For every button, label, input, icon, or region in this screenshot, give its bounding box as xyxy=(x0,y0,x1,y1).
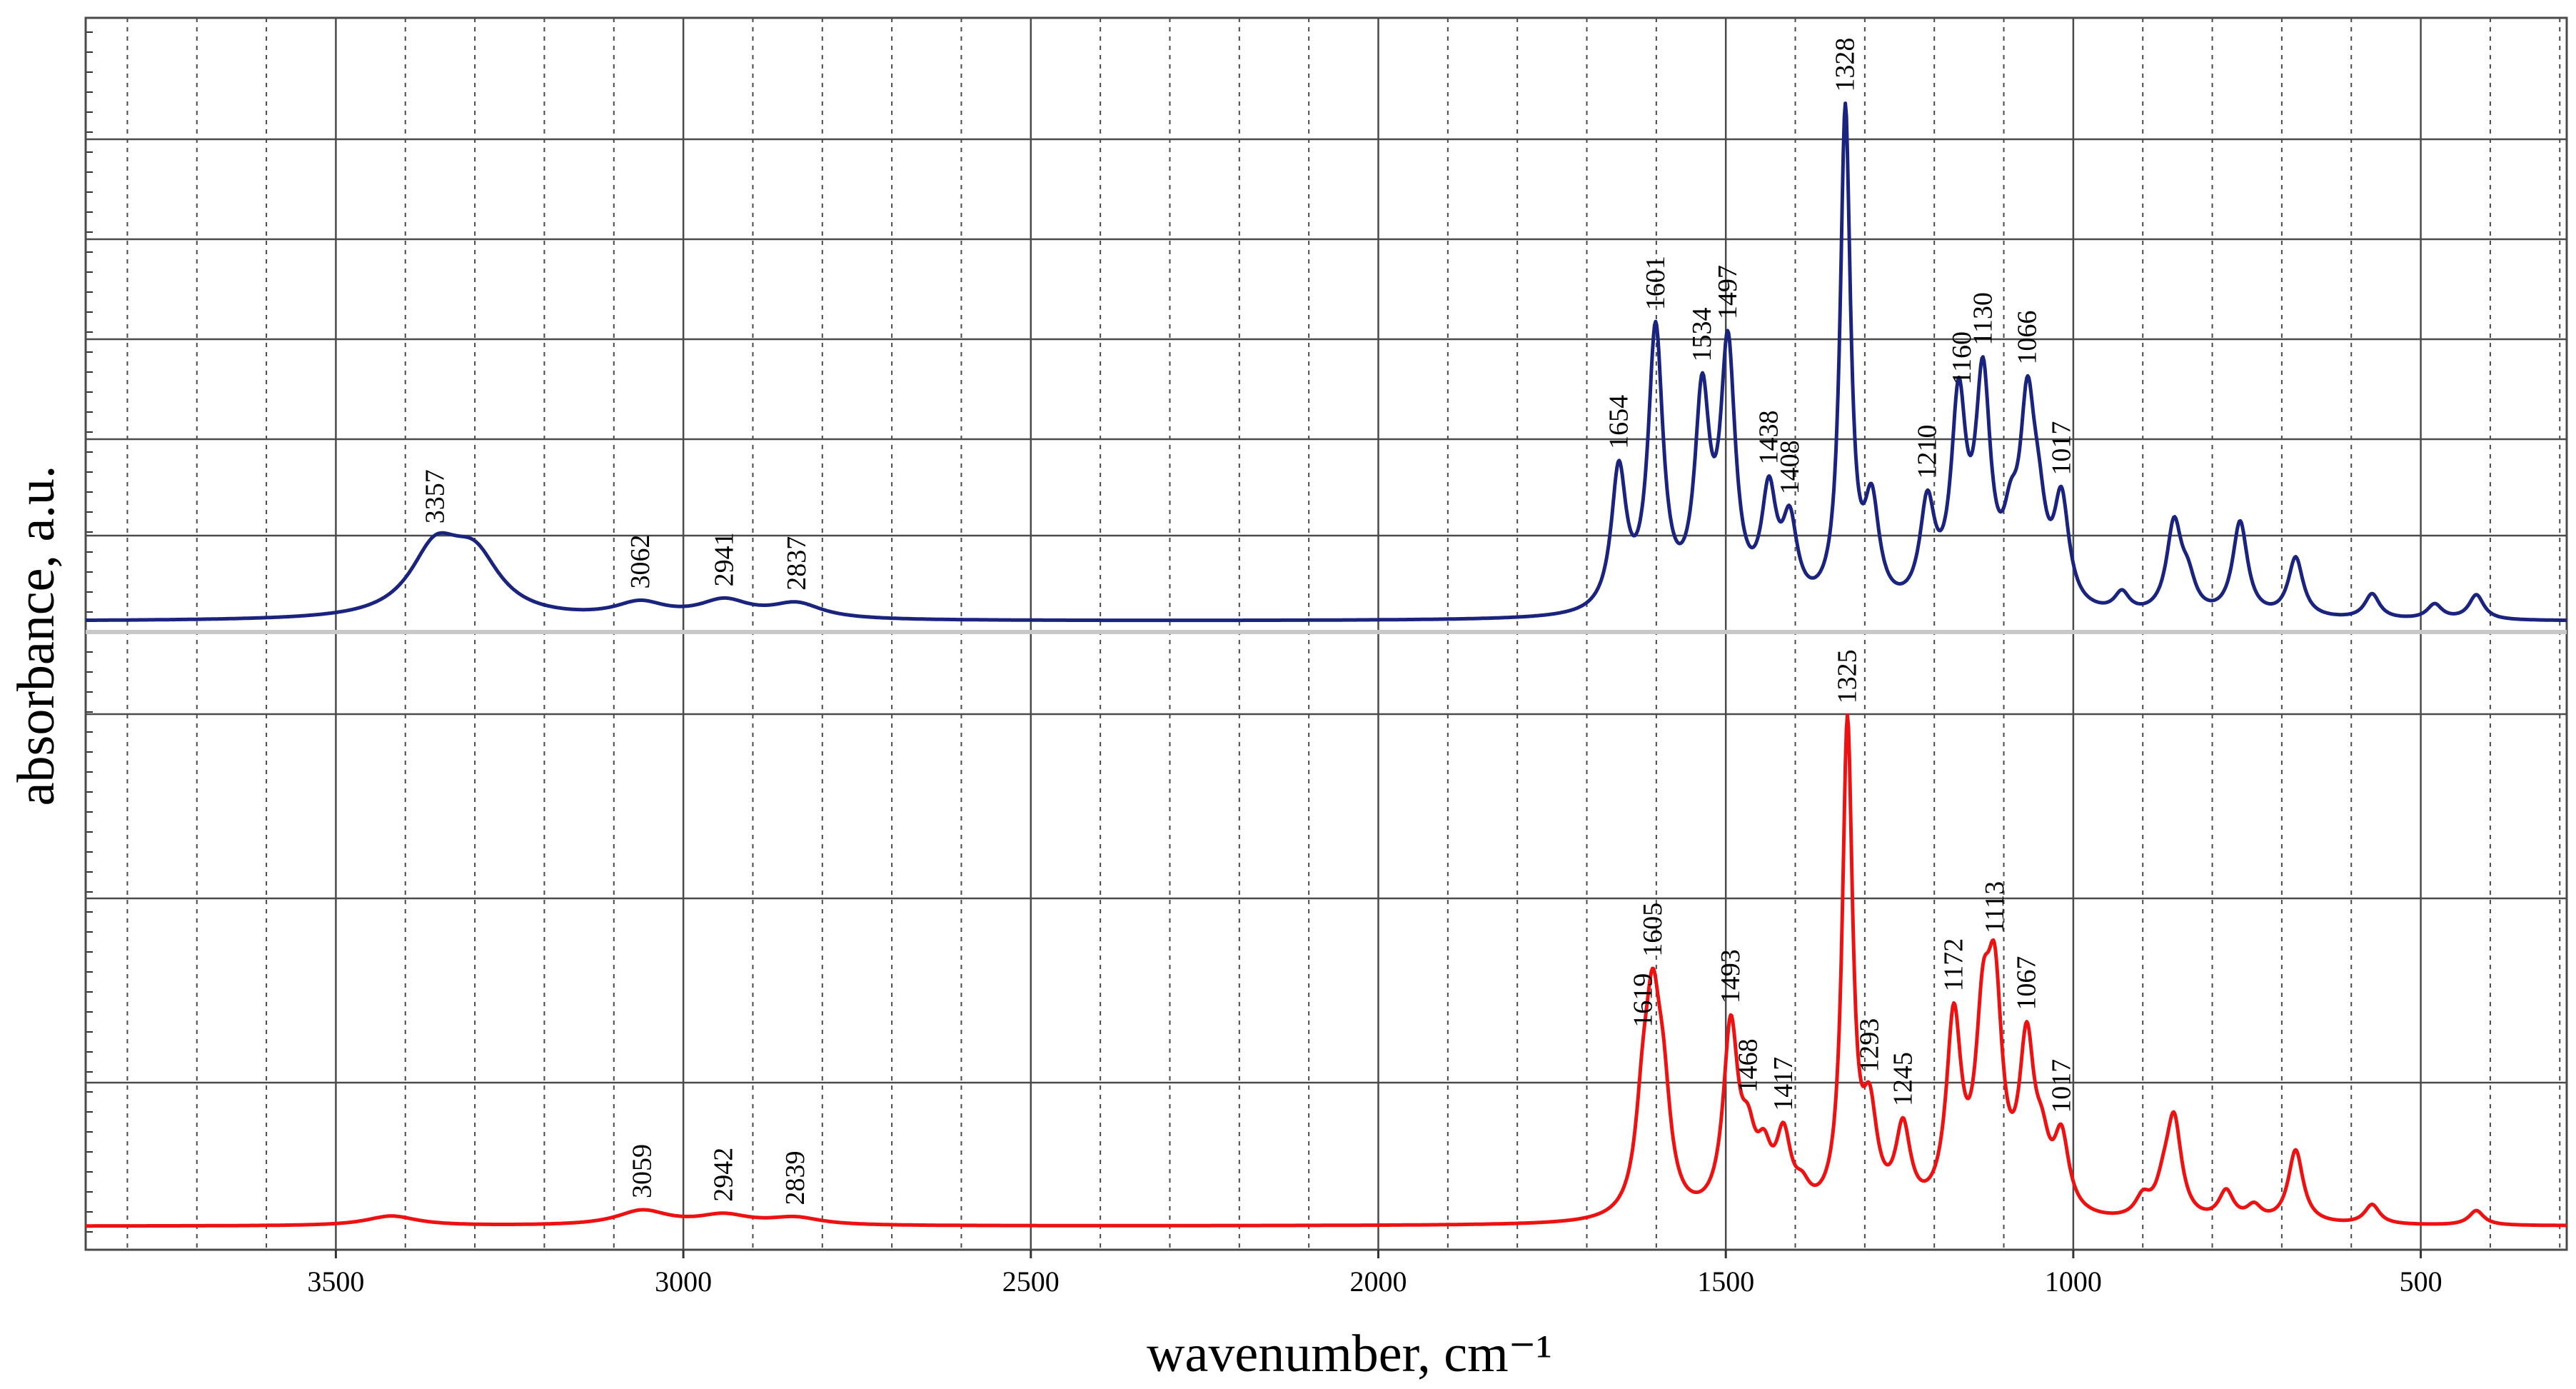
y-axis-title: absorbance, a.u. xyxy=(7,466,66,806)
peak-label: 2942 xyxy=(709,1148,739,1202)
peak-label: 1113 xyxy=(1980,881,2010,933)
peak-label: 2839 xyxy=(780,1151,810,1205)
peak-label: 1417 xyxy=(1769,1057,1798,1111)
peak-label: 1619 xyxy=(1628,973,1658,1028)
x-tick-label: 3000 xyxy=(655,1265,712,1298)
peak-label: 1534 xyxy=(1687,308,1717,362)
peak-label: 1017 xyxy=(2046,421,2076,476)
x-tick-label: 1500 xyxy=(1697,1265,1754,1298)
peak-label: 1130 xyxy=(1968,292,1998,346)
spectrum-line-bottom xyxy=(85,713,2567,1228)
major-grid xyxy=(86,18,2567,1250)
spectrum-line-top xyxy=(85,101,2567,623)
x-tick-label: 1000 xyxy=(2045,1265,2102,1298)
peak-label: 1245 xyxy=(1888,1052,1918,1106)
peak-label: 1293 xyxy=(1855,1018,1885,1073)
peak-label: 1601 xyxy=(1641,256,1671,310)
peak-label: 3357 xyxy=(421,469,451,523)
peak-label: 1325 xyxy=(1833,649,1863,703)
peak-label: 1468 xyxy=(1733,1038,1763,1093)
peak-label: 1160 xyxy=(1947,331,1977,385)
series-top xyxy=(85,101,2567,623)
peak-label: 1438 xyxy=(1754,411,1784,465)
peak-label: 3062 xyxy=(625,535,655,589)
x-axis-title: wavenumber, cm⁻¹ xyxy=(1147,1325,1552,1383)
peak-label: 2941 xyxy=(710,532,740,586)
peak-label: 1408 xyxy=(1775,440,1805,494)
x-tick-label: 500 xyxy=(2400,1265,2442,1298)
peak-label: 1172 xyxy=(1939,938,1969,992)
x-tick-label: 3500 xyxy=(307,1265,364,1298)
peak-label: 1654 xyxy=(1604,395,1634,449)
peak-label: 1067 xyxy=(2012,956,2042,1011)
x-tick-label: 2000 xyxy=(1350,1265,1407,1298)
peak-label: 2837 xyxy=(782,536,812,591)
peak-label: 1328 xyxy=(1831,38,1861,92)
peak-label: 1066 xyxy=(2013,311,2043,365)
peak-label: 1017 xyxy=(2046,1059,2076,1113)
peak-label: 1210 xyxy=(1913,425,1943,479)
series-bottom xyxy=(85,713,2567,1228)
peak-label: 1605 xyxy=(1638,903,1668,957)
x-tick-label: 2500 xyxy=(1002,1265,1060,1298)
peak-label: 1493 xyxy=(1716,949,1746,1003)
peak-label: 1497 xyxy=(1713,265,1743,319)
peak-label: 3059 xyxy=(628,1144,658,1198)
x-axis-ticks: 3500 3000 2500 2000 1500 1000 500 xyxy=(307,1250,2442,1298)
